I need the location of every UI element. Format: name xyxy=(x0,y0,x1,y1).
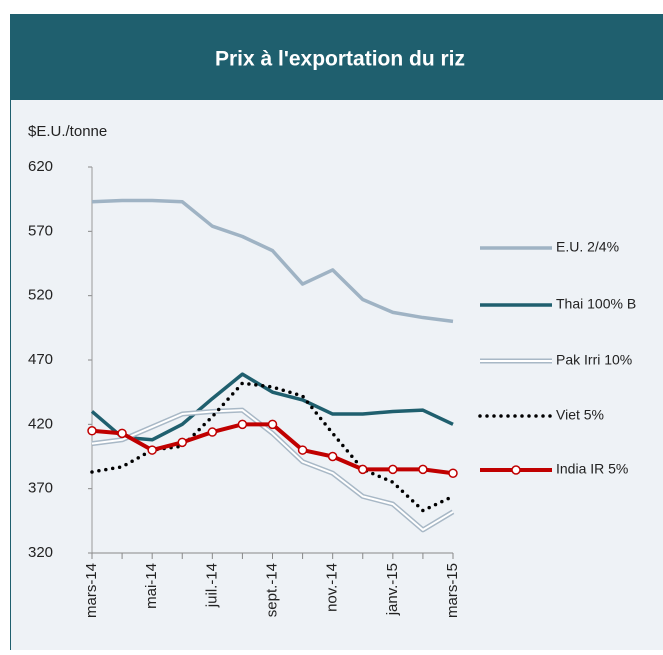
marker xyxy=(87,426,97,436)
y-tick-label: 520 xyxy=(28,287,53,304)
legend-label: Pak Irri 10% xyxy=(556,352,632,368)
legend-label: Viet 5% xyxy=(556,407,604,423)
marker xyxy=(418,464,428,475)
x-tick-label: mars-14 xyxy=(83,563,100,618)
y-tick-label: 470 xyxy=(28,351,53,368)
legend-label: E.U. 2/4% xyxy=(556,239,619,255)
y-tick-label: 370 xyxy=(28,480,53,497)
marker xyxy=(297,445,308,455)
y-tick-label: 320 xyxy=(28,544,53,561)
marker xyxy=(327,451,338,462)
x-tick-label: mars-15 xyxy=(444,563,461,618)
x-tick-label: mai-14 xyxy=(143,563,160,609)
x-tick-label: nov.-14 xyxy=(324,563,341,612)
y-tick-label: 570 xyxy=(28,222,53,239)
x-tick-label: sept.-14 xyxy=(263,563,280,617)
panel xyxy=(10,100,663,650)
legend-label: India IR 5% xyxy=(556,461,628,477)
marker xyxy=(147,445,157,455)
line xyxy=(91,198,454,324)
line xyxy=(91,409,454,531)
marker xyxy=(448,468,458,478)
marker xyxy=(207,427,218,437)
y-tick-label: 420 xyxy=(28,415,53,432)
marker xyxy=(177,437,187,448)
line xyxy=(90,381,455,513)
marker xyxy=(388,464,398,475)
y-axis-label: $E.U./tonne xyxy=(28,123,107,140)
marker xyxy=(117,428,127,439)
y-tick-label: 620 xyxy=(28,158,53,175)
legend-marker xyxy=(511,465,521,475)
header xyxy=(10,14,663,100)
x-tick-label: janv.-15 xyxy=(384,563,401,616)
x-tick-label: juil.-14 xyxy=(203,563,220,608)
line xyxy=(90,372,454,442)
marker xyxy=(267,419,278,430)
marker xyxy=(358,464,368,475)
legend-label: Thai 100% B xyxy=(556,296,636,312)
chart-title: Prix à l'exportation du riz xyxy=(215,48,465,71)
marker xyxy=(237,419,248,430)
